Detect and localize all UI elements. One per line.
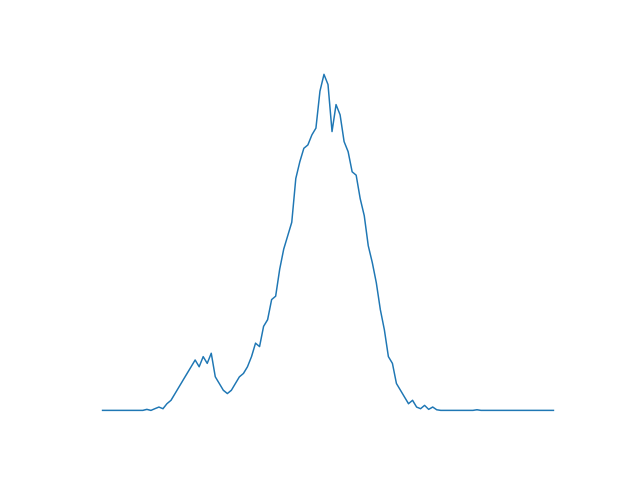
- data-line: [101, 73, 555, 412]
